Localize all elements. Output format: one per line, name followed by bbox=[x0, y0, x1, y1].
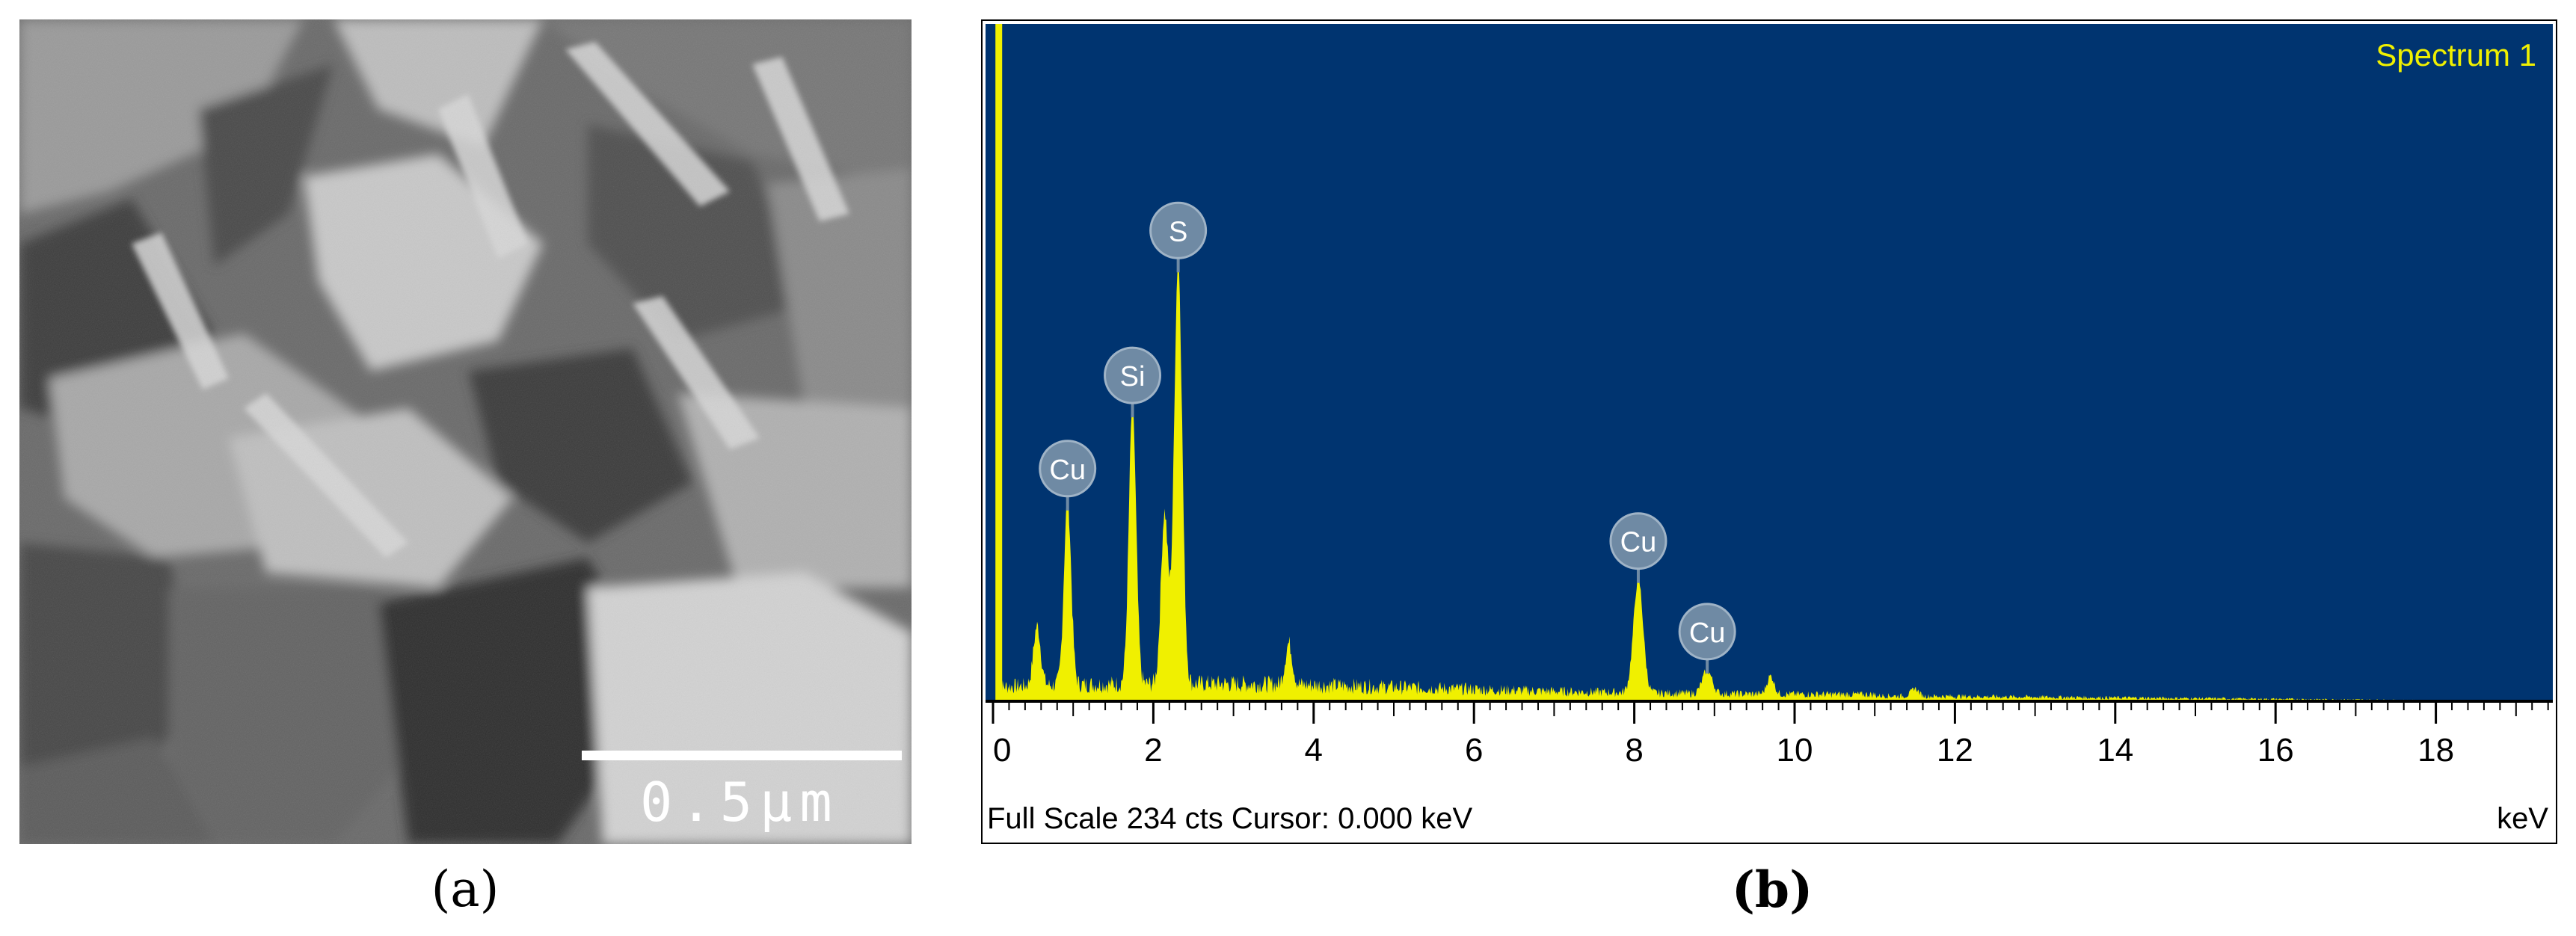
x-axis: 0 2 4 6 8 10 12 14 16 18 bbox=[986, 700, 2553, 769]
x-tick-label: 0 bbox=[993, 732, 1011, 769]
x-tick-label: 8 bbox=[1625, 732, 1643, 769]
x-axis-unit-label: keV bbox=[2497, 802, 2548, 835]
plot-background bbox=[986, 24, 2553, 701]
panel-label-a: (a) bbox=[431, 860, 499, 918]
x-tick-label: 6 bbox=[1465, 732, 1483, 769]
peak-marker-cu-0: Cu bbox=[1039, 440, 1097, 511]
peak-label: S bbox=[1169, 216, 1187, 247]
eds-spectrum-svg: Cu Si S Cu Cu Spectrum 1 0 2 4 6 8 10 12 14 16 18 Ful… bbox=[986, 24, 2556, 835]
x-tick-label: 12 bbox=[1937, 732, 1973, 769]
peak-marker-circle bbox=[1039, 440, 1097, 498]
peak-marker-circle bbox=[1149, 201, 1208, 259]
peak-marker-cu-4: Cu bbox=[1678, 603, 1736, 674]
eds-spectrum-chart: Cu Si S Cu Cu Spectrum 1 0 2 4 6 8 10 12 14 16 18 Ful… bbox=[981, 19, 2557, 844]
signal-layer bbox=[995, 24, 2556, 701]
peak-markers: Cu Si S Cu Cu bbox=[1039, 201, 1736, 674]
peak-marker-s-2: S bbox=[1149, 201, 1208, 273]
spectrum-title: Spectrum 1 bbox=[2376, 37, 2536, 73]
sem-micrograph: 0.5μm bbox=[19, 19, 912, 844]
peak-label: Cu bbox=[1049, 455, 1086, 486]
footer-readout: Full Scale 234 cts Cursor: 0.000 keV bbox=[987, 802, 1473, 835]
peak-marker-circle bbox=[1609, 512, 1667, 570]
peak-label: Cu bbox=[1689, 618, 1726, 649]
x-tick-label: 2 bbox=[1144, 732, 1162, 769]
peak-label: Si bbox=[1120, 361, 1146, 392]
panel-label-b: (b) bbox=[1731, 860, 1813, 919]
peak-marker-circle bbox=[1678, 603, 1736, 661]
scale-bar-label: 0.5μm bbox=[640, 771, 840, 834]
peak-marker-si-1: Si bbox=[1104, 346, 1162, 418]
scale-bar bbox=[582, 751, 902, 760]
x-tick-label: 10 bbox=[1777, 732, 1813, 769]
x-tick-label: 14 bbox=[2097, 732, 2133, 769]
zero-energy-peak bbox=[995, 24, 1003, 701]
peak-label: Cu bbox=[1620, 527, 1657, 558]
x-tick-label: 16 bbox=[2257, 732, 2294, 769]
sem-image bbox=[19, 19, 912, 844]
peak-marker-circle bbox=[1104, 346, 1162, 404]
x-tick-label: 18 bbox=[2417, 732, 2454, 769]
peak-marker-cu-3: Cu bbox=[1609, 512, 1667, 583]
x-tick-label: 4 bbox=[1305, 732, 1323, 769]
